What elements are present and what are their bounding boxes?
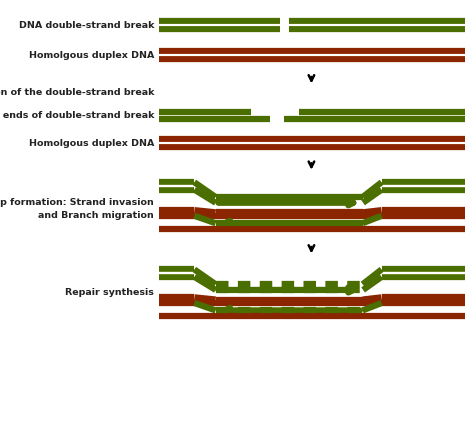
Text: Resection of the double-strand break: Resection of the double-strand break — [0, 88, 154, 97]
Text: Homolgous duplex DNA: Homolgous duplex DNA — [28, 139, 154, 147]
Text: Homolgous duplex DNA: Homolgous duplex DNA — [28, 51, 154, 60]
Text: D-loop formation: Strand invasion: D-loop formation: Strand invasion — [0, 198, 154, 207]
Text: and Branch migration: and Branch migration — [38, 211, 154, 220]
Text: Resected 5' ends of double-strand break: Resected 5' ends of double-strand break — [0, 111, 154, 120]
Text: DNA double-strand break: DNA double-strand break — [18, 21, 154, 30]
Text: Repair synthesis: Repair synthesis — [65, 288, 154, 296]
